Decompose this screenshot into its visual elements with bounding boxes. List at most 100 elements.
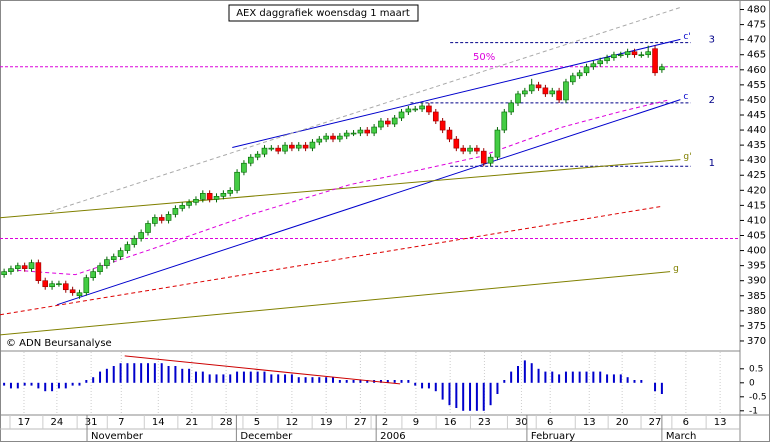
candle-body — [659, 66, 665, 71]
candle-body — [357, 129, 364, 134]
candle-body — [597, 60, 604, 65]
indicator-bar — [30, 382, 33, 386]
candle-body — [97, 265, 103, 272]
indicator-bar — [112, 366, 115, 383]
indicator-bar — [530, 363, 533, 383]
candle-body — [35, 262, 42, 282]
indicator-bar — [222, 374, 225, 383]
candle-body — [604, 57, 610, 62]
indicator-bar — [379, 380, 382, 383]
candle-body — [439, 120, 446, 131]
indicator-bar — [352, 380, 355, 383]
indicator-bar — [496, 382, 499, 394]
indicator-bar — [57, 382, 60, 389]
indicator-bar — [332, 377, 334, 383]
candle-body — [145, 223, 151, 233]
candle-body — [453, 138, 460, 149]
indicator-bar — [345, 380, 348, 383]
indicator-bar — [660, 382, 663, 394]
indicator-bar — [37, 382, 40, 389]
month-label: 2006 — [380, 431, 405, 442]
candle-body — [220, 193, 227, 197]
y-tick-label: 440 — [747, 125, 766, 136]
indicator-bar — [201, 371, 204, 383]
indicator-bar — [3, 382, 6, 386]
indicator-bar — [585, 371, 588, 383]
indicator-bar — [462, 382, 465, 411]
candle-body — [515, 93, 521, 104]
x-tick-label: 2 — [382, 417, 388, 428]
indicator-bar — [469, 382, 472, 411]
candle-body — [371, 126, 377, 134]
indicator-bar — [140, 363, 143, 383]
chart-title: AEX daggrafiek woensdag 1 maart — [236, 8, 410, 19]
trend-line — [232, 38, 681, 149]
x-tick-label: 6 — [683, 417, 689, 428]
candle-body — [474, 147, 480, 152]
indicator-bar — [318, 377, 321, 383]
y-tick-label: 395 — [747, 261, 766, 272]
indicator-bar — [208, 374, 211, 383]
candle-body — [193, 199, 199, 203]
candle-body — [583, 66, 590, 74]
candle-body — [405, 108, 412, 113]
x-tick-label: 17 — [18, 417, 31, 428]
trend-line — [0, 159, 681, 219]
level-label: 1 — [709, 158, 715, 169]
candle-body — [522, 90, 528, 95]
candle-body — [391, 117, 398, 125]
y-tick-label: 455 — [747, 80, 766, 91]
y-tick-label: 385 — [747, 291, 766, 302]
indicator-bar — [133, 363, 136, 383]
indicator-bar — [105, 368, 108, 383]
indicator-bar — [270, 374, 273, 383]
candle-body — [138, 232, 144, 239]
indicator-bar — [181, 368, 184, 383]
candle-body — [104, 259, 110, 266]
indicator-bar — [229, 374, 232, 383]
y-tick-label: 460 — [747, 65, 766, 76]
y-tick-label: 410 — [747, 215, 766, 226]
candle-body — [234, 171, 240, 191]
indicator-bar — [119, 363, 122, 383]
indicator-bar — [393, 380, 396, 383]
candle-body — [275, 147, 281, 152]
candle-body — [309, 141, 316, 149]
indicator-bar — [263, 371, 266, 383]
candle-body — [432, 111, 439, 122]
x-tick-label: 14 — [152, 417, 165, 428]
candle-body — [494, 129, 501, 158]
y-tick-label: 430 — [747, 155, 766, 166]
x-tick-label: 12 — [286, 417, 299, 428]
x-tick-label: 28 — [220, 417, 233, 428]
x-tick-label: 7 — [118, 417, 124, 428]
indicator-bar — [578, 371, 581, 383]
trend-label: g' — [683, 152, 691, 162]
candle-body — [576, 72, 583, 77]
indicator-trend — [124, 355, 401, 385]
indicator-bar — [9, 382, 12, 389]
y-tick-label: 0.5 — [749, 364, 763, 374]
trend-line — [0, 271, 671, 336]
candle-body — [268, 147, 275, 150]
indicator-bar — [277, 374, 280, 383]
candle-body — [289, 144, 295, 149]
indicator-bar — [640, 380, 643, 383]
candle-body — [350, 132, 357, 135]
indicator-bar — [571, 371, 574, 383]
y-tick-label: 390 — [747, 276, 766, 287]
candle-body — [611, 54, 617, 59]
indicator-bar — [215, 374, 218, 383]
candle-body — [501, 111, 508, 131]
trend-line — [56, 99, 681, 306]
x-tick-label: 24 — [51, 417, 64, 428]
candle-body — [295, 144, 302, 149]
candle-body — [56, 283, 62, 286]
indicator-bar — [249, 371, 252, 383]
indicator-bar — [188, 368, 191, 383]
y-tick-label: -0.5 — [749, 392, 767, 402]
indicator-bar — [338, 380, 341, 383]
candle-body — [15, 265, 21, 269]
candle-body — [165, 214, 172, 221]
